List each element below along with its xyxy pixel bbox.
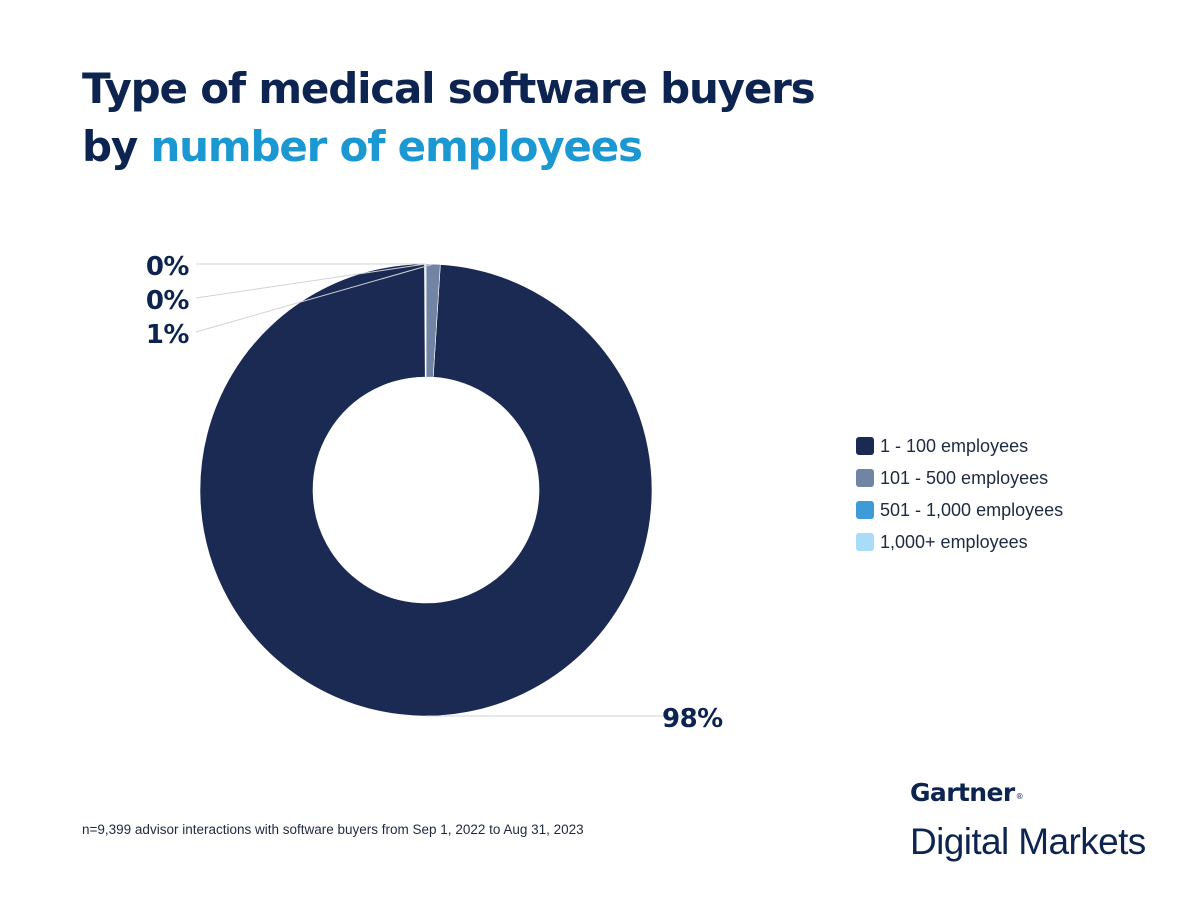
value-label-501-1000: 0% <box>146 286 190 316</box>
value-label-101-500: 1% <box>146 320 190 350</box>
gartner-digital-markets-logo: Gartner® Digital Markets <box>910 778 1146 864</box>
legend-item-101-500: 101 - 500 employees <box>856 462 1063 494</box>
legend-swatch-1-100 <box>856 437 874 455</box>
legend-item-1-100: 1 - 100 employees <box>856 430 1063 462</box>
footnote: n=9,399 advisor interactions with softwa… <box>82 822 584 837</box>
slice-1-100 <box>199 263 653 717</box>
legend-item-1000-plus: 1,000+ employees <box>856 526 1063 558</box>
value-label-1000-plus: 0% <box>146 252 190 282</box>
legend-label-101-500: 101 - 500 employees <box>880 467 1049 488</box>
leader-line-501-1000 <box>195 263 426 299</box>
legend-label-501-1000: 501 - 1,000 employees <box>880 499 1064 520</box>
legend-swatch-101-500 <box>856 469 874 487</box>
leader-line-101-500 <box>195 263 434 333</box>
title-line-2-accent: number of employees <box>150 122 643 171</box>
legend-item-501-1000: 501 - 1,000 employees <box>856 494 1063 526</box>
legend-swatch-501-1000 <box>856 501 874 519</box>
value-label-1-100: 98% <box>662 704 723 734</box>
logo-product: Digital Markets <box>910 821 1146 862</box>
title-line-1: Type of medical software buyers <box>82 64 816 113</box>
legend-label-1-100: 1 - 100 employees <box>880 435 1029 456</box>
title-line-2-prefix: by <box>82 122 138 171</box>
legend-swatch-1000-plus <box>856 533 874 551</box>
chart-title: Type of medical software buyers by numbe… <box>82 60 816 176</box>
legend-label-1000-plus: 1,000+ employees <box>880 531 1028 552</box>
slice-101-500 <box>425 263 441 378</box>
chart-legend: 1 - 100 employees 101 - 500 employees 501 … <box>856 430 1063 558</box>
logo-brand: Gartner® <box>910 778 1024 807</box>
